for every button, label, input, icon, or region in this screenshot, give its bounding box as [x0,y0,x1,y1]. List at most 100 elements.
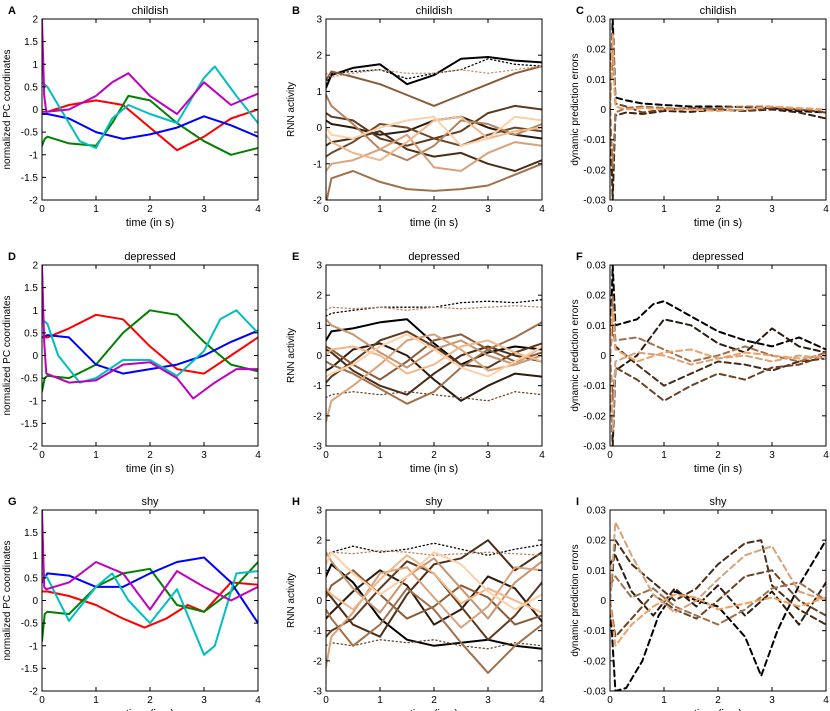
series-line-e4 [610,354,826,402]
series-line-blue [42,113,258,140]
panel-label: E [292,251,299,263]
y-tick-label: 0.5 [24,82,38,93]
y-tick-label: -1 [29,396,38,407]
x-tick-label: 0 [607,204,613,215]
y-tick-label: -0.01 [583,135,606,146]
y-tick-label: -1 [29,150,38,161]
y-axis-label: dynamic prediction errors [570,299,581,411]
y-tick-label: -0.03 [583,442,606,453]
y-tick-label: -1 [313,159,322,170]
x-tick-label: 1 [93,450,99,461]
x-tick-label: 4 [255,695,261,706]
series-line-red [42,581,258,629]
x-axis-label: time (in s) [694,463,742,475]
series-group [610,19,826,200]
series-line-s8 [326,162,542,200]
x-tick-label: 3 [485,204,491,215]
y-tick-label: 0 [32,596,38,607]
y-axis-label: normalized PC coordinates [2,295,13,415]
series-group [42,510,258,656]
x-tick-label: 3 [201,695,207,706]
y-tick-label: -0.01 [583,381,606,392]
series-group [326,56,542,200]
x-axis-label: time (in s) [126,463,174,475]
panel-label: D [8,251,16,263]
series-line-cyan [42,570,258,656]
x-tick-label: 2 [431,695,437,706]
y-tick-label: 0.5 [24,328,38,339]
y-axis-label: RNN activity [286,82,297,137]
y-tick-label: 1 [32,551,38,562]
y-tick-label: -0.5 [21,619,39,630]
y-tick-label: 0 [316,596,322,607]
panel-label: C [576,5,584,17]
series-line-red [42,313,258,375]
series-line-cyan [42,309,258,384]
series-group [326,299,542,423]
series-line-s5 [326,104,542,147]
y-axis-label: dynamic prediction errors [570,544,581,656]
chart-title: depressed [408,251,459,263]
x-axis-label: time (in s) [126,217,174,229]
series-line-e6 [610,351,826,432]
x-tick-label: 2 [715,695,721,706]
y-tick-label: 0 [600,105,606,116]
y-tick-label: -1 [313,381,322,392]
x-tick-label: 1 [661,695,667,706]
y-tick-label: 2 [316,536,322,547]
x-tick-label: 1 [661,204,667,215]
series-line-s11 [326,566,542,668]
x-tick-label: 3 [201,204,207,215]
y-tick-label: -0.01 [583,626,606,637]
series-line-e6 [610,521,826,614]
y-tick-label: -2 [313,196,322,207]
chart-title: childish [700,5,737,17]
series-line-blue [42,556,258,625]
panel-label: H [292,496,300,508]
y-tick-label: -3 [313,687,322,698]
y-tick-label: 0.01 [587,566,607,577]
y-tick-label: -0.03 [583,687,606,698]
series-line-s7 [326,569,542,626]
y-tick-label: 2 [316,291,322,302]
y-tick-label: 0.02 [587,45,607,56]
y-tick-label: 1.5 [24,528,38,539]
y-tick-label: 1 [316,566,322,577]
series-line-s4 [326,345,542,396]
y-tick-label: 2 [32,506,38,517]
x-tick-label: 2 [147,695,153,706]
x-axis-label: time (in s) [410,708,458,711]
series-line-s9 [326,94,542,162]
x-tick-label: 4 [255,450,261,461]
y-axis-label: RNN activity [286,573,297,628]
y-tick-label: -0.03 [583,196,606,207]
y-axis-label: RNN activity [286,328,297,383]
y-tick-label: 0.03 [587,506,607,517]
series-line-s9 [326,550,542,556]
series-line-s13 [326,115,542,147]
series-line-s11 [326,333,542,423]
y-tick-label: 1 [316,321,322,332]
y-tick-label: 0 [316,123,322,134]
panel-label: B [292,5,300,17]
y-tick-label: -2 [29,687,38,698]
series-group [610,521,826,691]
y-tick-label: -0.5 [21,128,39,139]
x-tick-label: 4 [539,204,545,215]
x-tick-label: 2 [147,450,153,461]
series-line-s13 [326,333,542,378]
y-tick-label: 0 [600,351,606,362]
series-line-e4 [610,569,826,638]
series-line-s2 [326,542,542,556]
y-axis-label: normalized PC coordinates [2,540,13,660]
chart-title: shy [425,496,443,508]
plot-area [326,510,542,691]
y-axis-label: dynamic prediction errors [570,53,581,165]
panel-a: 0 1 2 3 4 -2 -1.5 -1 -0.5 0 0.5 1 1.5 2 A childish time … [2,5,261,229]
plot-area [42,510,258,691]
y-tick-label: 0 [32,105,38,116]
series-line-cyan [42,65,258,149]
series-line-e7 [610,309,826,363]
